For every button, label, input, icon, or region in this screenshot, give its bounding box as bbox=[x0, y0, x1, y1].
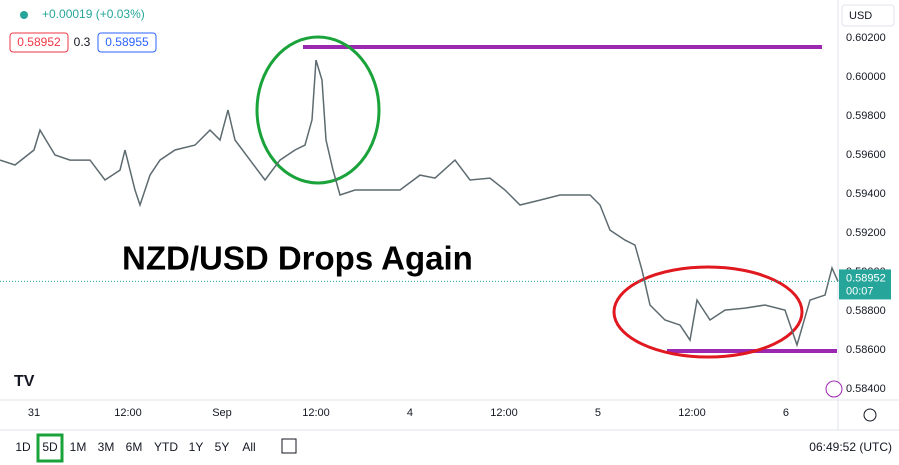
x-tick-label: 31 bbox=[28, 407, 40, 419]
ask-box bbox=[97, 32, 157, 53]
bid: 0.58952 bbox=[17, 35, 61, 49]
y-tick-label: 0.59600 bbox=[846, 149, 886, 161]
chart-title: NZD/USD Drops Again bbox=[122, 240, 473, 277]
last-price-label: 0.58952 bbox=[846, 272, 886, 284]
highlight-ellipse bbox=[255, 35, 381, 185]
logo: TV bbox=[14, 373, 35, 390]
range-button[interactable]: All bbox=[242, 440, 255, 454]
y-tick-label: 0.58600 bbox=[846, 344, 886, 356]
clock: 06:49:52 (UTC) bbox=[809, 440, 892, 454]
x-tick-label: 4 bbox=[407, 407, 413, 419]
y-tick-label: 0.59400 bbox=[846, 188, 886, 200]
y-tick-label: 0.59200 bbox=[846, 227, 886, 239]
range-button[interactable]: 1M bbox=[70, 440, 87, 454]
highlight-ellipse bbox=[612, 265, 804, 359]
x-tick-label: 12:00 bbox=[302, 407, 330, 419]
range-button[interactable]: 3M bbox=[98, 440, 115, 454]
currency[interactable]: USD bbox=[849, 10, 872, 22]
x-tick-label: 5 bbox=[595, 407, 601, 419]
last-price-tag bbox=[839, 269, 891, 300]
y-tick-label: 0.58400 bbox=[846, 383, 886, 395]
date-range-icon[interactable] bbox=[281, 438, 297, 454]
bid-box bbox=[9, 32, 69, 53]
y-tick-label: 0.58800 bbox=[846, 305, 886, 317]
selected-range bbox=[36, 433, 64, 463]
range-button[interactable]: 1D bbox=[15, 440, 31, 454]
range-button[interactable]: 5Y bbox=[215, 440, 230, 454]
y-tick-label: 0.60200 bbox=[846, 32, 886, 44]
y-tick-label: 0.59800 bbox=[846, 110, 886, 122]
range-button[interactable]: YTD bbox=[154, 440, 178, 454]
settings-icon[interactable] bbox=[863, 408, 877, 422]
ask: 0.58955 bbox=[105, 35, 149, 49]
alert-icon[interactable] bbox=[825, 380, 843, 398]
spread: 0.3 bbox=[74, 35, 91, 49]
countdown: 00:07 bbox=[846, 285, 874, 297]
change: +0.00019 (+0.03%) bbox=[42, 7, 145, 21]
x-tick-label: 12:00 bbox=[678, 407, 706, 419]
range-button[interactable]: 6M bbox=[126, 440, 143, 454]
range-button[interactable]: 1Y bbox=[189, 440, 204, 454]
currency-button[interactable] bbox=[841, 4, 895, 27]
x-tick-label: Sep bbox=[212, 407, 232, 419]
x-tick-label: 6 bbox=[783, 407, 789, 419]
x-tick-label: 12:00 bbox=[114, 407, 142, 419]
price-line bbox=[0, 59, 839, 348]
y-tick-label: 0.60000 bbox=[846, 71, 886, 83]
range-button[interactable]: 5D bbox=[42, 440, 58, 454]
status-dot bbox=[20, 11, 28, 19]
x-tick-label: 12:00 bbox=[490, 407, 518, 419]
